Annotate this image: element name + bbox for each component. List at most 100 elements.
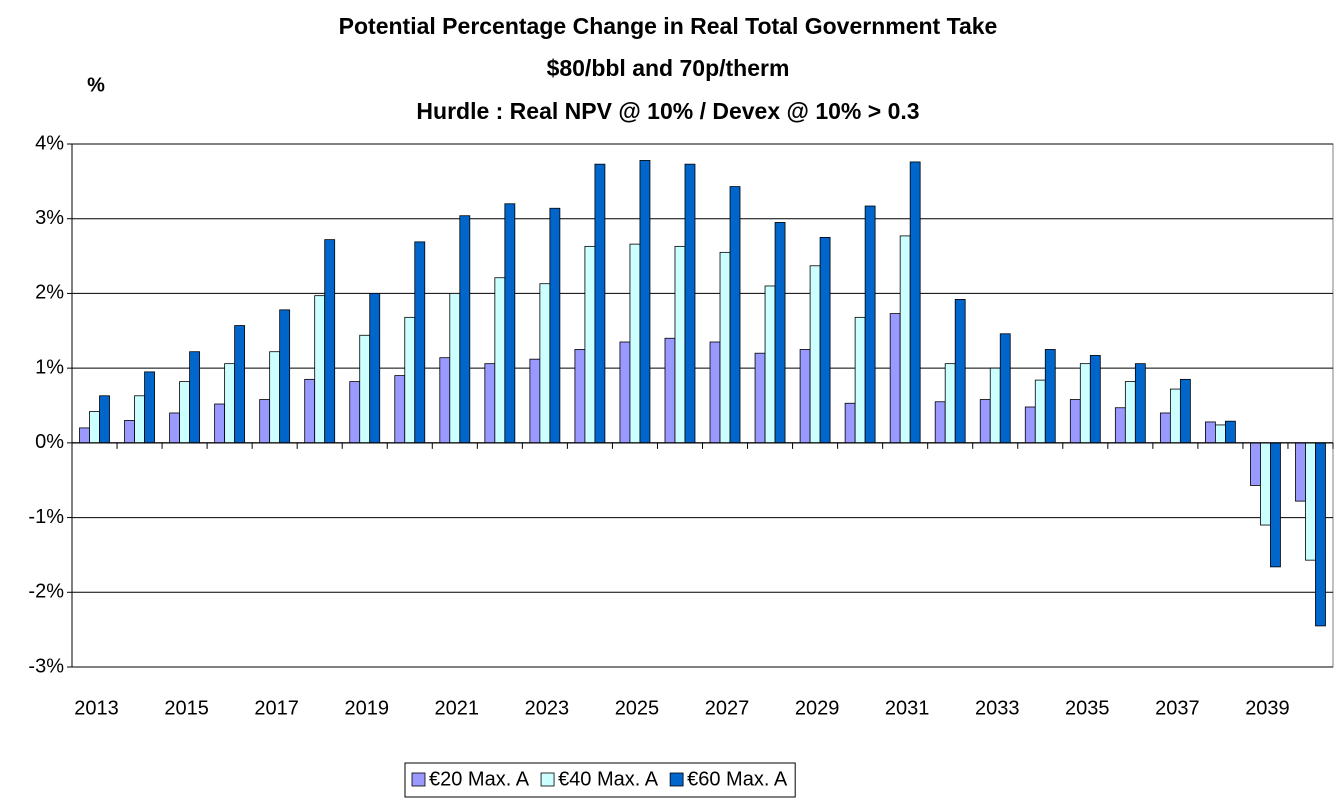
bar bbox=[539, 283, 551, 444]
chart-subtitle: Hurdle : Real NPV @ 10% / Devex @ 10% > … bbox=[416, 98, 919, 124]
bar bbox=[1270, 442, 1281, 568]
bar bbox=[484, 363, 496, 444]
bar bbox=[144, 371, 155, 444]
y-tick-label: -3% bbox=[28, 655, 64, 677]
bar bbox=[954, 299, 966, 444]
bar bbox=[999, 333, 1011, 444]
x-tick-label: 2027 bbox=[705, 697, 750, 719]
bar bbox=[359, 334, 371, 444]
y-tick-label: 3% bbox=[35, 207, 64, 229]
bar bbox=[1305, 442, 1316, 561]
bar bbox=[1225, 420, 1236, 444]
bar bbox=[369, 293, 381, 444]
bar bbox=[934, 401, 946, 444]
x-tick-label: 2033 bbox=[975, 697, 1020, 719]
bar bbox=[709, 341, 721, 444]
bar bbox=[449, 293, 461, 444]
legend: €20 Max. A €40 Max. A €60 Max. A bbox=[404, 762, 796, 798]
bar bbox=[214, 403, 226, 444]
x-tick-label: 2015 bbox=[164, 697, 209, 719]
x-tick-label: 2013 bbox=[74, 697, 119, 719]
bar bbox=[684, 163, 696, 444]
bar bbox=[889, 313, 901, 444]
bar bbox=[1034, 379, 1046, 444]
bar bbox=[1089, 355, 1101, 444]
x-tick-label: 2023 bbox=[525, 697, 570, 719]
bar bbox=[529, 358, 541, 444]
bar bbox=[1044, 349, 1056, 444]
legend-swatch bbox=[540, 772, 555, 787]
bar bbox=[639, 160, 651, 444]
bar bbox=[809, 265, 821, 444]
bar bbox=[99, 395, 110, 444]
bar bbox=[189, 351, 200, 444]
bar bbox=[584, 245, 596, 444]
bar bbox=[259, 399, 271, 444]
bar bbox=[134, 395, 145, 444]
bar bbox=[169, 412, 180, 444]
bar bbox=[439, 357, 451, 444]
bar bbox=[394, 375, 406, 444]
bar bbox=[1205, 421, 1216, 444]
bar bbox=[629, 243, 641, 444]
bar bbox=[1260, 442, 1271, 526]
y-tick-label: 0% bbox=[35, 431, 64, 453]
bar bbox=[754, 352, 766, 444]
bar bbox=[1079, 363, 1091, 444]
x-tick-label: 2017 bbox=[254, 697, 299, 719]
chart-title: Potential Percentage Change in Real Tota… bbox=[339, 13, 998, 39]
legend-box bbox=[404, 762, 796, 798]
bar bbox=[349, 381, 361, 444]
chart-subtitle: $80/bbl and 70p/therm bbox=[547, 55, 790, 81]
bar bbox=[414, 241, 426, 444]
bar bbox=[844, 402, 856, 444]
bar bbox=[1114, 407, 1126, 444]
legend-label: €40 Max. A bbox=[558, 768, 659, 790]
bar bbox=[1250, 442, 1261, 486]
bar bbox=[1169, 388, 1181, 444]
bar bbox=[324, 239, 336, 444]
bar bbox=[574, 349, 586, 444]
legend-label: €20 Max. A bbox=[429, 768, 530, 790]
legend-swatch bbox=[669, 772, 684, 787]
x-tick-label: 2019 bbox=[344, 697, 389, 719]
bar bbox=[1315, 442, 1326, 627]
bar bbox=[1124, 381, 1136, 444]
bar bbox=[664, 337, 676, 444]
bar bbox=[89, 411, 100, 444]
bar bbox=[1024, 406, 1036, 444]
bar bbox=[854, 316, 866, 444]
bar bbox=[1179, 378, 1191, 444]
bar bbox=[549, 207, 561, 444]
x-tick-label: 2039 bbox=[1245, 697, 1290, 719]
bar bbox=[459, 215, 471, 444]
x-tick-label: 2021 bbox=[435, 697, 480, 719]
bar bbox=[79, 427, 90, 444]
legend-label: €60 Max. A bbox=[687, 768, 788, 790]
bar bbox=[764, 285, 776, 444]
y-axis-label: % bbox=[87, 74, 105, 96]
bar bbox=[1215, 424, 1226, 444]
x-tick-label: 2031 bbox=[885, 697, 930, 719]
bar bbox=[1134, 363, 1146, 444]
bar bbox=[594, 163, 606, 444]
bar bbox=[314, 295, 326, 444]
legend-swatch bbox=[411, 772, 426, 787]
bar bbox=[224, 363, 236, 444]
x-tick-label: 2037 bbox=[1155, 697, 1200, 719]
bar bbox=[1159, 412, 1171, 444]
x-tick-label: 2035 bbox=[1065, 697, 1110, 719]
bar bbox=[979, 399, 991, 444]
bar bbox=[1295, 442, 1306, 502]
bar bbox=[719, 251, 731, 444]
bar bbox=[909, 161, 921, 444]
bar bbox=[304, 378, 316, 444]
bar bbox=[674, 245, 686, 444]
bar bbox=[819, 236, 831, 444]
bar bbox=[179, 381, 190, 444]
bar bbox=[494, 277, 506, 444]
bar bbox=[404, 316, 416, 444]
y-tick-label: -1% bbox=[28, 506, 64, 528]
x-tick-label: 2025 bbox=[615, 697, 660, 719]
